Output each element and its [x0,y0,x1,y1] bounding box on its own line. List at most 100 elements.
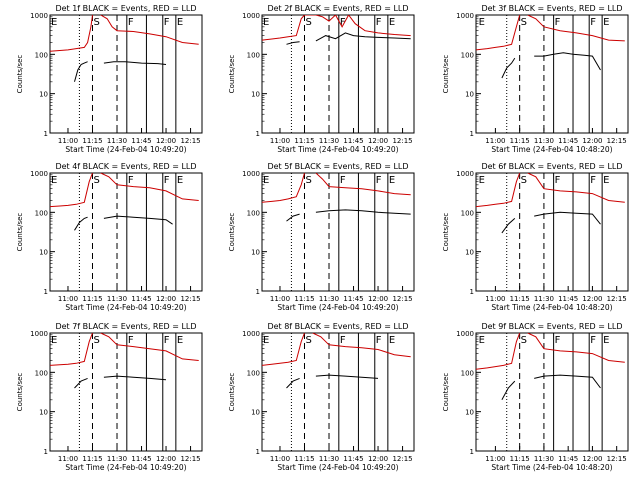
panel-title: Det 4f BLACK = Events, RED = LLD [55,162,196,171]
x-axis-label: Start Time (24-Feb-04 10:49:20) [65,145,186,154]
marker-label: F [376,335,382,346]
y-tick-label: 10 [465,409,474,417]
y-tick-label: 10 [465,91,474,99]
series-lld-line [262,173,305,203]
series-lld-line [100,333,199,361]
x-tick-label: 11:45 [131,455,151,463]
series-events-line [501,57,516,79]
y-tick-label: 1000 [456,12,474,20]
plot-frame [261,14,415,134]
series-lld-line [315,173,411,196]
x-axis-label: Start Time (24-Feb-04 10:49:20) [65,303,186,312]
marker-label: E [603,175,609,186]
marker-label: F [590,335,596,346]
x-tick-label: 11:30 [534,137,554,145]
plot-frame [261,332,415,452]
marker-label: F [340,17,346,28]
plot-frame [475,332,629,452]
marker-label: F [555,17,561,28]
x-tick-label: 11:45 [343,137,363,145]
y-axis-label: Counts/sec [442,55,450,94]
y-tick-label: 10 [251,91,260,99]
panel-title: Det 1f BLACK = Events, RED = LLD [55,4,196,13]
series-events-line [103,215,173,225]
marker-label: F [164,335,170,346]
marker-label: E [51,175,57,186]
series-lld-line [50,15,93,52]
plot-frame [49,172,203,292]
x-tick-label: 11:45 [558,137,578,145]
x-tick-label: 11:00 [58,137,78,145]
x-tick-label: 11:30 [107,455,127,463]
y-axis-label: Counts/sec [16,55,24,94]
series-events-line [501,380,516,401]
x-tick-label: 11:00 [485,295,505,303]
x-tick-label: 11:45 [558,455,578,463]
marker-label: E [263,175,269,186]
x-tick-label: 11:30 [534,295,554,303]
y-tick-label: 1 [256,288,260,296]
x-tick-label: 11:15 [82,137,102,145]
x-tick-label: 12:15 [607,137,627,145]
marker-label: S [93,335,99,346]
marker-label: F [340,175,346,186]
panel-4: Det 4f BLACK = Events, RED = LLD 1 10 100 10… [16,162,203,312]
panel-title: Det 8f BLACK = Events, RED = LLD [267,322,408,331]
marker-label: S [305,335,311,346]
panel-9: Det 9f BLACK = Events, RED = LLD 1 10 100 10… [442,322,629,472]
y-tick-label: 100 [247,369,260,377]
x-tick-label: 12:00 [582,295,602,303]
plot-frame [49,14,203,134]
x-axis-label: Start Time (24-Feb-04 10:49:20) [65,463,186,472]
series-events-line [74,61,88,82]
y-tick-label: 1000 [456,330,474,338]
marker-label: F [590,175,596,186]
y-tick-label: 100 [247,51,260,59]
y-tick-label: 1000 [30,170,48,178]
series-lld-line [262,333,305,366]
series-events-line [103,61,167,65]
y-tick-label: 1 [44,448,48,456]
x-tick-label: 11:15 [510,455,530,463]
series-events-line [286,41,300,45]
x-tick-label: 11:15 [294,455,314,463]
y-tick-label: 10 [465,249,474,257]
y-tick-label: 1 [44,130,48,138]
series-events-line [315,32,411,42]
y-tick-label: 10 [39,91,48,99]
x-tick-label: 11:45 [558,295,578,303]
panel-2: Det 2f BLACK = Events, RED = LLD 1 10 100 10… [228,4,415,154]
x-tick-label: 11:00 [270,455,290,463]
y-tick-label: 1000 [242,170,260,178]
x-tick-label: 12:15 [180,455,200,463]
x-tick-label: 11:15 [510,295,530,303]
y-tick-label: 100 [35,369,48,377]
x-tick-label: 11:45 [131,137,151,145]
series-lld-line [527,15,625,42]
panel-6: Det 6f BLACK = Events, RED = LLD 1 10 100 10… [442,162,629,312]
y-tick-label: 100 [247,209,260,217]
x-tick-label: 11:45 [131,295,151,303]
y-tick-label: 1 [256,130,260,138]
x-tick-label: 12:15 [392,455,412,463]
panel-title: Det 2f BLACK = Events, RED = LLD [267,4,408,13]
marker-label: S [93,17,99,28]
series-events-line [534,52,601,71]
marker-label: F [555,335,561,346]
y-tick-label: 1 [470,288,474,296]
marker-label: F [128,17,134,28]
marker-label: F [376,175,382,186]
x-tick-label: 12:00 [156,295,176,303]
panel-5: Det 5f BLACK = Events, RED = LLD 1 10 100 10… [228,162,415,312]
y-tick-label: 1000 [242,330,260,338]
x-tick-label: 11:00 [270,137,290,145]
marker-label: F [340,335,346,346]
marker-label: F [376,17,382,28]
series-lld-line [527,333,625,363]
panel-title: Det 7f BLACK = Events, RED = LLD [55,322,196,331]
series-events-line [103,375,167,381]
panel-7: Det 7f BLACK = Events, RED = LLD 1 10 100 10… [16,322,203,472]
marker-label: E [263,17,269,28]
y-tick-label: 1000 [30,12,48,20]
marker-label: S [521,17,527,28]
